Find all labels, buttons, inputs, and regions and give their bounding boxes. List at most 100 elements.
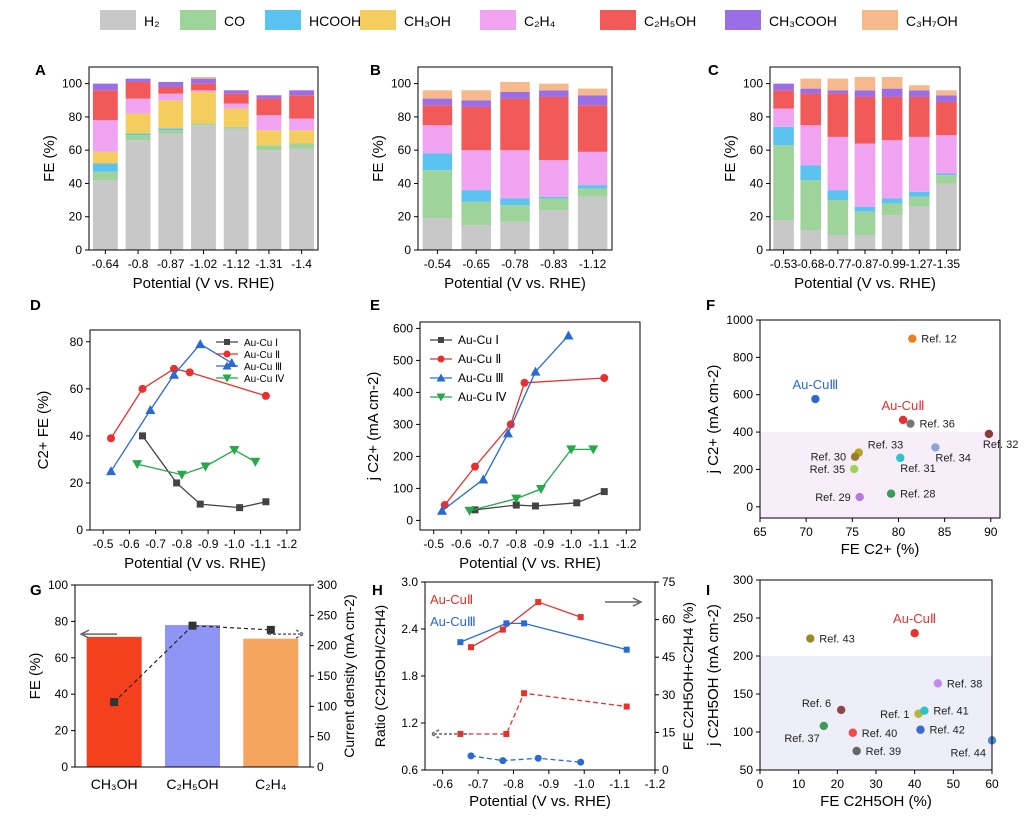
data-point <box>222 361 232 370</box>
data-point <box>534 754 542 762</box>
data-point <box>106 466 116 476</box>
panel-letter: I <box>706 582 710 599</box>
bar-segment <box>461 190 491 202</box>
y-tick-label: 0 <box>756 243 763 257</box>
data-point <box>916 725 925 734</box>
series-line <box>141 435 267 509</box>
series-line <box>460 692 627 735</box>
bar-segment <box>92 163 118 172</box>
bar-segment <box>125 113 151 134</box>
chart-panel-B: B -0.54 -0.65 -0.78 -0.83 -1.12 0 20 40 60 80 100 Po… <box>370 62 613 292</box>
bar-segment <box>422 90 453 99</box>
y-tick-label: 0.6 <box>401 763 418 777</box>
x-tick-label: -1.35 <box>933 257 961 271</box>
bar-segment <box>881 215 903 250</box>
point-label: Ref. 32 <box>983 439 1018 451</box>
y-axis-title: FE (%) <box>41 135 58 182</box>
x-tick-label: -1.31 <box>255 257 283 271</box>
bar-segment <box>289 118 315 131</box>
data-point <box>910 629 919 638</box>
bar-segment <box>256 130 282 146</box>
data-point <box>512 501 520 509</box>
annotation-au-cu-iii: Au-CuⅢ <box>430 614 476 629</box>
legend-label: Au-Cu Ⅱ <box>458 352 501 366</box>
point-label: Ref. 30 <box>811 452 846 464</box>
point-label: Ref. 33 <box>868 440 903 452</box>
y-tick-label: 200 <box>393 449 413 463</box>
bar-segment <box>827 136 849 191</box>
x-tick-label: -0.8 <box>503 777 524 791</box>
data-point <box>499 626 506 633</box>
data-point <box>437 355 445 363</box>
bar-segment <box>422 218 453 250</box>
bar-segment <box>223 90 249 94</box>
y2-tick-label: 15 <box>662 725 676 739</box>
y-axis-title: j C2+ (mA cm-2) <box>705 365 722 475</box>
point-label: Ref. 40 <box>862 728 897 740</box>
y2-tick-label: 200 <box>317 639 337 653</box>
y-tick-label: 0 <box>404 243 411 257</box>
legend-swatch <box>265 10 301 30</box>
chart-panel-H: H -0.6 -0.7 -0.8 -0.9 -1.0 -1.1 -1.2 0.6 1.2 1.8 2.… <box>372 575 696 810</box>
arrow-left-icon <box>429 729 467 739</box>
data-point <box>266 625 275 634</box>
y-tick-label: 600 <box>393 321 413 335</box>
bar-segment <box>827 78 849 91</box>
bar-segment <box>908 85 930 91</box>
y2-axis-title: FE C2H5OH+C2H4 (%) <box>680 602 696 750</box>
y2-tick-label: 100 <box>317 699 337 713</box>
bar-segment <box>92 83 118 91</box>
bar-segment <box>422 170 453 219</box>
bar-segment <box>223 128 249 250</box>
data-point <box>849 464 859 474</box>
y-tick-label: 100 <box>393 481 413 495</box>
bar-segment <box>125 140 151 250</box>
bar-segment <box>539 90 569 97</box>
bar-segment <box>461 150 491 191</box>
bar-segment <box>461 90 491 101</box>
point-label: Ref. 31 <box>900 463 935 475</box>
bar-segment <box>881 203 903 216</box>
data-point <box>623 703 630 710</box>
x-axis-title: Potential (V vs. RHE) <box>794 275 936 292</box>
bar-segment <box>125 98 151 114</box>
y-tick-label: 20 <box>398 210 412 224</box>
legend-label: C₃H₇OH <box>906 13 958 29</box>
current-line <box>113 625 271 703</box>
legend-label: Au-Cu Ⅲ <box>458 371 504 385</box>
data-point <box>437 505 447 515</box>
data-point <box>896 453 905 463</box>
legend-label: C₂H₄ <box>524 13 556 29</box>
y-tick-label: 80 <box>69 110 83 124</box>
data-point <box>138 384 147 393</box>
legend-swatch <box>600 10 636 30</box>
legend-label: H₂ <box>144 13 160 29</box>
y2-tick-label: 300 <box>317 578 337 592</box>
x-tick-label: -1.12 <box>223 257 251 271</box>
data-point <box>139 432 146 440</box>
y-tick-label: 2.4 <box>401 622 418 636</box>
bar-segment <box>158 128 184 131</box>
plot-frame <box>74 584 311 768</box>
bar-segment <box>158 81 184 87</box>
point-label: Ref. 1 <box>880 709 909 721</box>
chart-panel-E: E -0.5 -0.6 -0.7 -0.8 -0.9 -1.0 -1.1 -1.2 0 100 200… <box>365 297 641 572</box>
y-tick-label: 20 <box>70 476 84 490</box>
data-point <box>132 460 143 470</box>
legend-swatch <box>360 10 396 30</box>
bar-segment <box>256 98 282 116</box>
bar-segment <box>158 86 184 94</box>
y-tick-label: 80 <box>70 335 84 349</box>
data-point <box>908 334 917 343</box>
point-label: Ref. 12 <box>921 334 956 346</box>
bar-segment <box>800 93 822 126</box>
y-tick-label: 800 <box>733 350 753 364</box>
x-tick-label: -0.87 <box>157 257 185 271</box>
x-tick-label: -0.7 <box>478 537 499 551</box>
bar-segment <box>936 90 957 96</box>
x-axis-title: FE C2+ (%) <box>841 541 920 558</box>
plot-frame <box>759 579 993 771</box>
data-point <box>229 446 240 455</box>
bar-segment <box>92 180 118 250</box>
series-line <box>110 368 267 439</box>
